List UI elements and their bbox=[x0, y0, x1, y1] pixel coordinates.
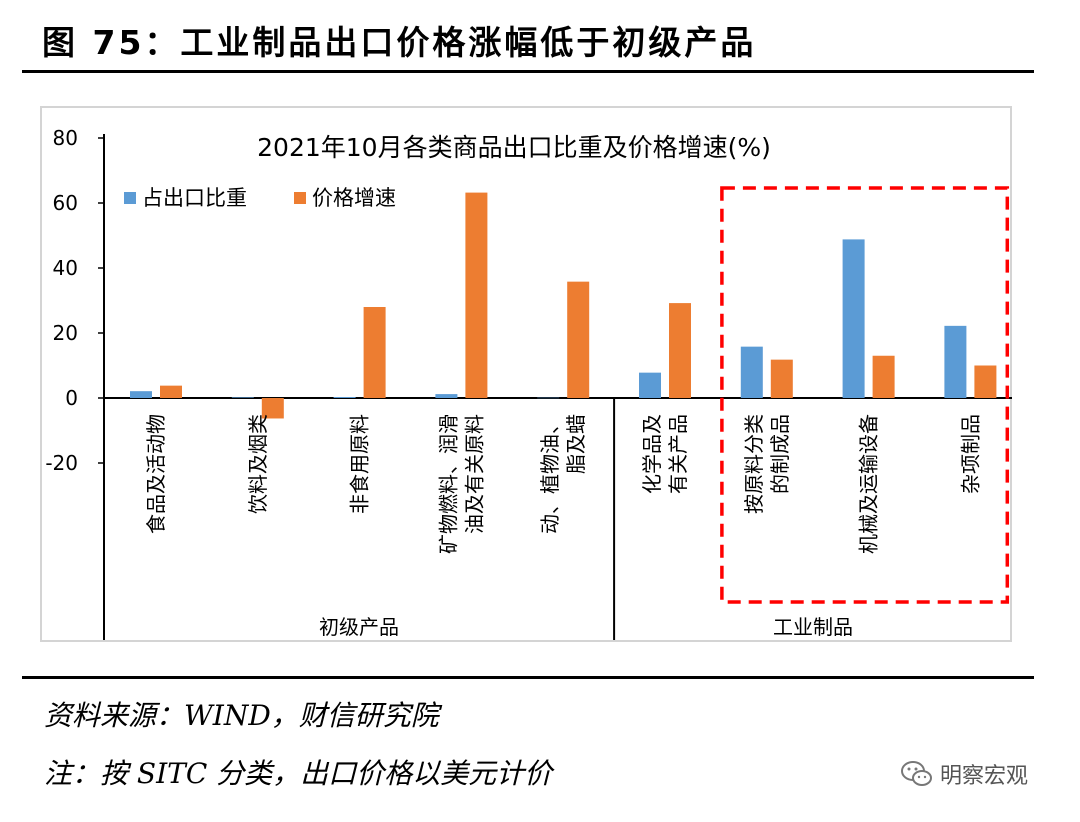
bar-share-2 bbox=[333, 397, 356, 398]
legend-label-0: 占出口比重 bbox=[142, 186, 247, 210]
category-label: 动、植物油、 bbox=[538, 414, 562, 534]
source-rule bbox=[22, 676, 1034, 679]
category-label: 有关产品 bbox=[666, 414, 690, 494]
wechat-icon bbox=[901, 761, 932, 786]
title-rule bbox=[22, 70, 1034, 73]
category-label: 食品及活动物 bbox=[144, 414, 168, 534]
bar-price-6 bbox=[770, 359, 793, 398]
bar-price-3 bbox=[465, 192, 488, 398]
bar-price-7 bbox=[872, 355, 895, 398]
y-tick-label: 60 bbox=[53, 191, 78, 215]
legend-swatch-0 bbox=[124, 192, 136, 204]
y-tick-label: -20 bbox=[45, 451, 78, 475]
bar-share-8 bbox=[944, 325, 967, 398]
category-label: 化学品及 bbox=[640, 414, 664, 494]
category-label: 机械及运输设备 bbox=[857, 414, 881, 554]
chart-frame: 2021年10月各类商品出口比重及价格增速(%) 80 60 40 20 0 -20 食品及活… bbox=[40, 106, 1012, 642]
category-label: 的制成品 bbox=[768, 414, 792, 494]
watermark-text: 明察宏观 bbox=[940, 764, 1029, 789]
category-label: 非食用原料 bbox=[348, 414, 372, 514]
bar-price-2 bbox=[363, 307, 386, 398]
category-label: 杂项制品 bbox=[958, 414, 982, 494]
group-label: 初级产品 bbox=[319, 615, 399, 639]
figure-title: 图 75：工业制品出口价格涨幅低于初级产品 bbox=[42, 23, 757, 62]
bar-share-7 bbox=[842, 239, 865, 398]
category-label: 按原料分类 bbox=[742, 414, 766, 514]
highlight-box bbox=[720, 186, 1010, 604]
legend-label-1: 价格增速 bbox=[312, 186, 396, 210]
y-tick-label: 40 bbox=[53, 256, 78, 280]
category-label: 矿物燃料、润滑 bbox=[436, 414, 460, 554]
bar-share-1 bbox=[231, 397, 254, 398]
bar-price-8 bbox=[974, 365, 997, 398]
legend-swatch-1 bbox=[294, 192, 306, 204]
y-tick-label: 0 bbox=[65, 386, 78, 410]
bar-price-4 bbox=[567, 281, 590, 398]
category-label: 油及有关原料 bbox=[462, 414, 486, 534]
category-label: 脂及蜡 bbox=[564, 414, 588, 474]
category-label: 饮料及烟类 bbox=[246, 414, 270, 514]
bar-share-3 bbox=[435, 394, 458, 398]
bar-price-0 bbox=[160, 385, 182, 398]
note-text: 注：按 SITC 分类，出口价格以美元计价 bbox=[44, 757, 553, 790]
watermark: 明察宏观 bbox=[900, 758, 1028, 790]
bar-share-4 bbox=[537, 397, 560, 399]
bar-share-5 bbox=[639, 372, 661, 398]
bar-share-6 bbox=[740, 346, 763, 398]
bar-share-0 bbox=[130, 391, 152, 398]
group-label: 工业制品 bbox=[773, 615, 853, 639]
y-tick-label: 80 bbox=[53, 126, 78, 150]
chart-title: 2021年10月各类商品出口比重及价格增速(%) bbox=[257, 133, 771, 162]
bar-price-1 bbox=[261, 398, 284, 419]
source-text: 资料来源：WIND，财信研究院 bbox=[44, 699, 439, 732]
y-tick-label: 20 bbox=[53, 321, 78, 345]
chart: 2021年10月各类商品出口比重及价格增速(%) 80 60 40 20 0 -20 食品及活… bbox=[45, 126, 1012, 640]
bar-price-5 bbox=[669, 303, 691, 398]
